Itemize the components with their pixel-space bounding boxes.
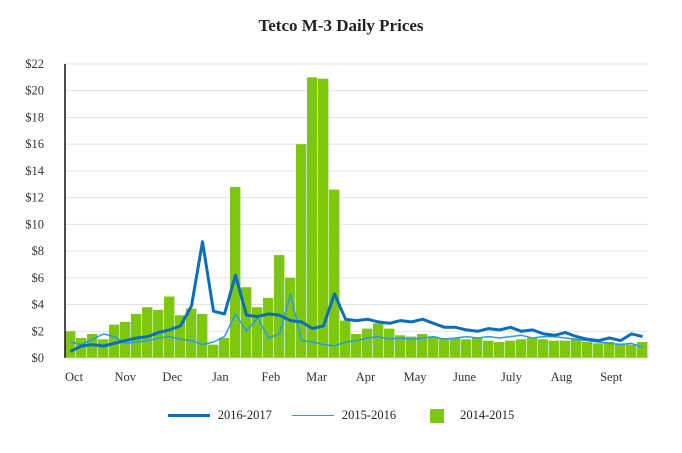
bar-2014-2015 <box>109 324 120 358</box>
y-tick-label: $12 <box>25 191 44 205</box>
bar-2014-2015 <box>241 287 252 358</box>
bar-2014-2015 <box>384 328 395 358</box>
bar-2014-2015 <box>527 337 538 358</box>
y-tick-label: $2 <box>32 324 45 338</box>
bar-2014-2015 <box>615 343 626 358</box>
bar-2014-2015 <box>142 307 153 358</box>
bar-2014-2015 <box>494 341 505 358</box>
x-tick-label: Aug <box>551 370 573 384</box>
bar-2014-2015 <box>417 333 428 358</box>
y-tick-label: $8 <box>32 244 45 258</box>
bar-2014-2015 <box>230 186 241 358</box>
legend-swatch-2016-2017 <box>167 414 210 417</box>
line-2015-2016 <box>70 293 643 349</box>
bar-2014-2015 <box>307 77 318 358</box>
bar-2014-2015 <box>516 339 527 358</box>
bar-2014-2015 <box>76 337 87 358</box>
bar-2014-2015 <box>406 336 417 358</box>
bar-2014-2015 <box>219 337 230 358</box>
bar-2014-2015 <box>505 340 516 358</box>
bar-2014-2015 <box>208 344 219 358</box>
x-tick-label: Dec <box>162 370 183 384</box>
x-tick-label: May <box>404 370 428 384</box>
bar-2014-2015 <box>186 308 197 358</box>
line-2016-2017 <box>69 240 643 353</box>
x-tick-label: Apr <box>356 370 376 384</box>
y-tick-label: $20 <box>25 84 44 98</box>
legend-label: 2014-2015 <box>460 408 515 422</box>
bar-2014-2015 <box>472 337 483 358</box>
bar-2014-2015 <box>175 315 186 358</box>
bar-2014-2015 <box>593 343 604 358</box>
x-tick-label: June <box>453 370 476 384</box>
x-tick-label: Sept <box>600 370 623 384</box>
x-tick-label: July <box>501 370 523 384</box>
bar-2014-2015 <box>197 313 208 358</box>
bar-2014-2015 <box>329 189 340 358</box>
y-tick-label: $16 <box>25 137 44 151</box>
bar-2014-2015 <box>549 340 560 358</box>
bar-2014-2015 <box>483 340 494 358</box>
legend-item-2016-2017: 2016-2017 <box>167 408 272 423</box>
legend-swatch-2015-2016 <box>291 415 334 416</box>
bar-2014-2015 <box>252 307 263 358</box>
legend: 2016-2017 2015-2016 2014-2015 <box>0 408 682 423</box>
legend-swatch-2014-2015 <box>430 408 445 423</box>
bar-2014-2015 <box>373 323 384 358</box>
x-tick-label: Oct <box>65 370 84 384</box>
bar-2014-2015 <box>571 339 582 358</box>
bar-2014-2015 <box>461 339 472 358</box>
bar-2014-2015 <box>164 296 175 358</box>
bar-2014-2015 <box>131 313 142 358</box>
bar-2014-2015 <box>560 340 571 358</box>
y-tick-label: $14 <box>25 164 45 178</box>
bar-2014-2015 <box>604 341 615 358</box>
y-tick-label: $4 <box>32 298 45 312</box>
bar-2014-2015 <box>263 297 274 358</box>
bar-2014-2015 <box>351 333 362 358</box>
bar-2014-2015 <box>439 337 450 358</box>
y-tick-label: $18 <box>25 110 44 124</box>
legend-label: 2016-2017 <box>217 408 272 422</box>
bar-2014-2015 <box>340 320 351 358</box>
legend-item-2014-2015: 2014-2015 <box>430 408 514 423</box>
x-tick-label: Mar <box>306 370 328 384</box>
bar-2014-2015 <box>428 336 439 358</box>
bar-2014-2015 <box>274 255 285 358</box>
legend-item-2015-2016: 2015-2016 <box>291 408 397 423</box>
bar-2014-2015 <box>637 341 648 358</box>
bar-2014-2015 <box>98 339 109 358</box>
x-tick-label: Feb <box>261 370 280 384</box>
x-tick-label: Nov <box>115 370 137 384</box>
bar-2014-2015 <box>450 337 461 358</box>
bar-2014-2015 <box>538 339 549 358</box>
y-tick-label: $0 <box>32 351 45 365</box>
bar-2014-2015 <box>582 341 593 358</box>
bar-2014-2015 <box>626 344 637 358</box>
bar-2014-2015 <box>65 331 76 358</box>
y-tick-label: $22 <box>25 57 44 71</box>
bar-2014-2015 <box>395 335 406 358</box>
y-tick-label: $6 <box>32 271 45 285</box>
bar-2014-2015 <box>285 277 296 358</box>
y-tick-label: $10 <box>25 217 44 231</box>
bar-2014-2015 <box>362 328 373 358</box>
x-tick-label: Jan <box>212 370 229 384</box>
bar-2014-2015 <box>296 144 307 358</box>
legend-label: 2015-2016 <box>341 408 397 422</box>
bar-2014-2015 <box>318 78 329 358</box>
chart-title: Tetco M-3 Daily Prices <box>258 16 424 35</box>
